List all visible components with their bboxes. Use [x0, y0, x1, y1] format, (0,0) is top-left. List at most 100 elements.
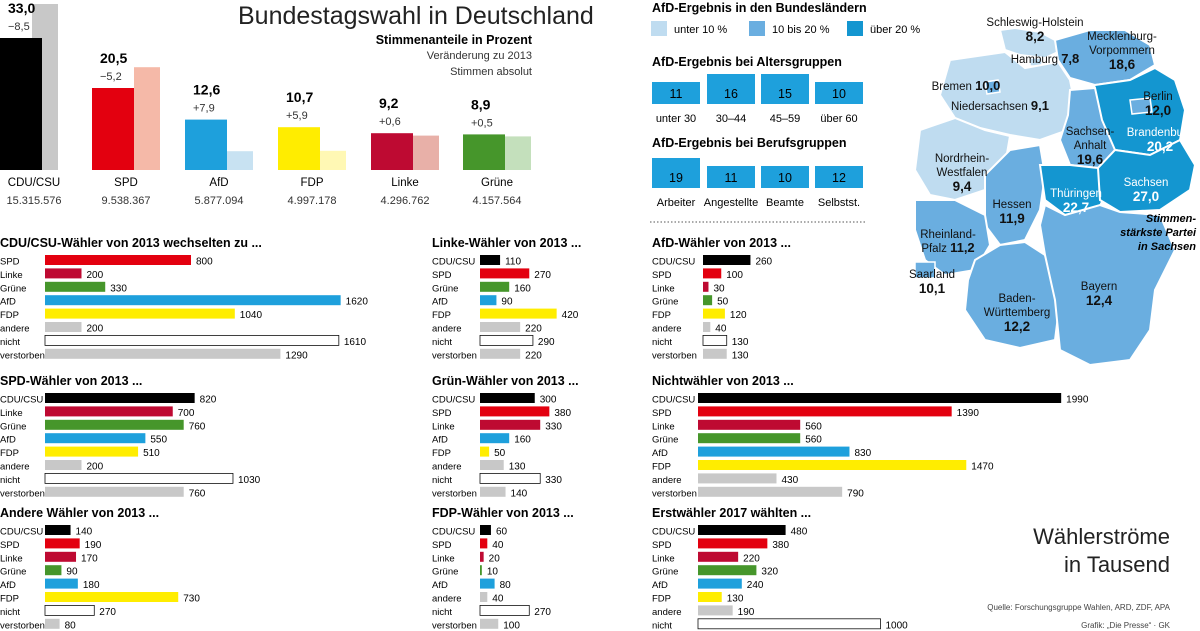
flow-value-label: 760	[189, 488, 206, 499]
flow-bar	[45, 308, 235, 319]
flow-title: CDU/CSU-Wähler von 2013 wechselten zu ..…	[0, 236, 262, 250]
flow-value-label: 1990	[1066, 395, 1089, 406]
afd-box-value: 11	[670, 87, 683, 101]
flows-title-line2: in Tausend	[1064, 552, 1170, 577]
flow-category-label: FDP	[432, 448, 451, 459]
flow-bar	[698, 419, 801, 430]
map-value: 12,0	[1145, 103, 1171, 118]
flow-bar	[698, 565, 757, 576]
map-value: 9,4	[953, 179, 972, 194]
flow-category-label: FDP	[0, 310, 19, 321]
flow-value-label: 20	[489, 553, 501, 564]
flow-bar	[698, 460, 967, 470]
map-label: Vorpommern	[1089, 45, 1155, 57]
flow-value-label: 510	[143, 448, 160, 459]
flow-value-label: 430	[781, 475, 798, 486]
flow-value-label: 730	[183, 594, 200, 605]
flow-category-label: verstorben	[432, 488, 477, 499]
afd-box	[761, 74, 809, 104]
legend-change-label: Veränderung zu 2013	[427, 50, 532, 62]
flow-value-label: 380	[554, 408, 571, 419]
sachsen-annotation-line3: in Sachsen	[1138, 241, 1196, 253]
flow-value-label: 200	[87, 324, 104, 335]
legend-swatch-high	[847, 21, 863, 36]
change-label: +7,9	[193, 103, 215, 115]
flow-bar	[480, 565, 482, 576]
bar-2017	[371, 133, 413, 170]
flow-value-label: 90	[66, 567, 78, 578]
flow-category-label: Grüne	[0, 421, 26, 432]
category-label: Grüne	[481, 177, 513, 189]
flow-category-label: nicht	[432, 607, 452, 618]
flow-category-label: FDP	[0, 594, 19, 605]
flow-title: Nichtwähler von 2013 ...	[652, 374, 794, 388]
map-label: Saarland	[909, 269, 955, 281]
flow-bar	[703, 322, 711, 332]
category-label: CDU/CSU	[8, 177, 60, 189]
legend-swatch-low	[651, 21, 667, 36]
flow-category-label: FDP	[652, 594, 671, 605]
flow-category-label: CDU/CSU	[432, 527, 475, 538]
flow-value-label: 300	[540, 395, 557, 406]
flow-value-label: 380	[772, 540, 789, 551]
sachsen-annotation-line2: stärkste Partei	[1120, 227, 1197, 239]
flow-value-label: 130	[727, 594, 744, 605]
category-label: FDP	[301, 177, 324, 189]
flow-bar	[698, 592, 722, 602]
flow-value-label: 220	[525, 350, 542, 361]
flow-category-label: Grüne	[652, 297, 678, 308]
flow-value-label: 790	[847, 488, 864, 499]
flow-value-label: 160	[514, 283, 531, 294]
flow-value-label: 10	[487, 567, 499, 578]
flow-bar	[45, 419, 184, 430]
flow-category-label: SPD	[432, 270, 452, 281]
map-label: Brandenburg	[1127, 127, 1194, 139]
flow-bar	[480, 551, 484, 562]
region-sachsen	[1096, 138, 1197, 214]
bar-2013	[227, 151, 253, 170]
flow-title: Andere Wähler von 2013 ...	[0, 506, 159, 520]
change-label: +0,5	[471, 117, 493, 129]
map-label: Mecklenburg-	[1087, 31, 1157, 43]
flow-bar	[703, 255, 751, 265]
flow-value-label: 480	[791, 527, 808, 538]
map-value: 22,7	[1063, 200, 1089, 215]
flow-category-label: nicht	[0, 607, 20, 618]
map-label: Bayern	[1081, 281, 1117, 293]
flow-bar	[702, 334, 728, 346]
flow-value-label: 120	[730, 310, 747, 321]
map-label: Bremen 10,0	[932, 78, 1001, 93]
afd-box-value: 16	[724, 87, 738, 101]
flow-bar	[697, 618, 881, 630]
flow-category-label: AfD	[0, 580, 16, 591]
flow-category-label: verstorben	[652, 488, 697, 499]
flow-bar	[698, 486, 843, 497]
afd-box-label: 45–59	[770, 113, 801, 125]
flow-category-label: SPD	[0, 540, 20, 551]
flow-bar	[698, 551, 739, 562]
legend-mid-label: 10 bis 20 %	[772, 24, 830, 36]
flow-value-label: 1030	[238, 475, 261, 486]
afd-job-chart: 19 Arbeiter 11 Angestellte 10 Beamte 12 Selbsts…	[652, 158, 863, 209]
flow-bar	[480, 592, 488, 602]
flow-bar	[480, 446, 490, 457]
flow-bar	[45, 406, 173, 417]
value-label: 33,0	[8, 0, 35, 16]
flow-value-label: 330	[545, 421, 562, 432]
flow-category-label: nicht	[432, 337, 452, 348]
map-value: 18,6	[1109, 57, 1136, 72]
flow-bar	[45, 393, 195, 403]
flow-bar	[45, 551, 77, 562]
flow-category-label: CDU/CSU	[652, 527, 695, 538]
bar-2017	[463, 134, 505, 170]
flow-value-label: 200	[87, 270, 104, 281]
flow-category-label: AfD	[652, 448, 668, 459]
flow-value-label: 700	[178, 408, 195, 419]
map-label: Anhalt	[1074, 140, 1107, 152]
afd-box-label: über 60	[820, 113, 857, 125]
flow-category-label: Grüne	[432, 283, 458, 294]
flow-bar	[698, 538, 768, 549]
absolute-label: 4.997.178	[288, 195, 337, 207]
flow-title: Grün-Wähler von 2013 ...	[432, 374, 579, 388]
